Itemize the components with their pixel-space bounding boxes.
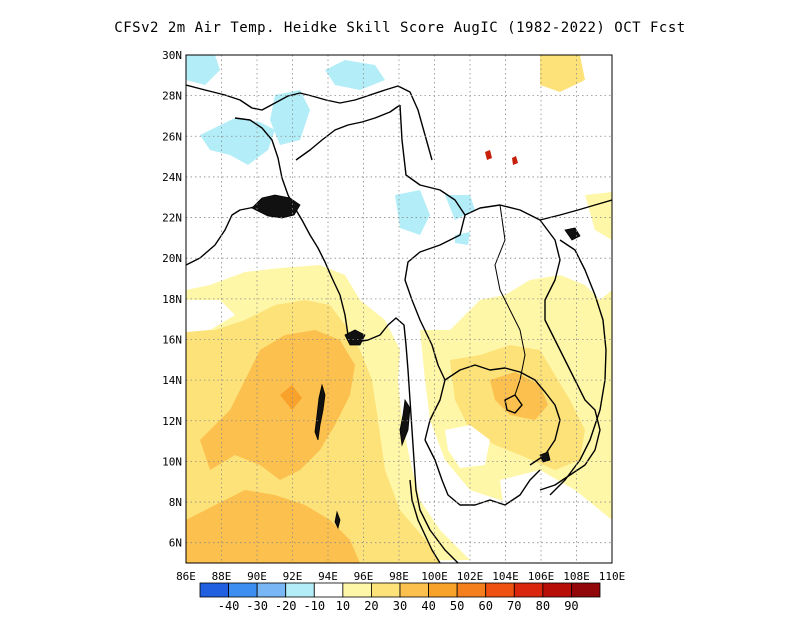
coast-gulf-thailand	[424, 439, 541, 506]
colorbar-swatch	[485, 582, 515, 598]
colorbar-swatch	[342, 582, 372, 598]
colorbar-label: 10	[336, 599, 350, 613]
lat-tick-label: 28N	[162, 90, 182, 103]
coast-vietnam	[549, 239, 607, 496]
lon-tick-label: 96E	[354, 570, 374, 583]
lat-tick-label: 8N	[169, 496, 182, 509]
nicobar-islands	[334, 510, 341, 530]
lat-tick-label: 6N	[169, 537, 182, 550]
lat-tick-label: 20N	[162, 252, 182, 265]
border-myanmar-west	[295, 104, 401, 161]
lat-tick-label: 16N	[162, 333, 182, 346]
colorbar-swatch	[456, 582, 487, 598]
lat-tick-label: 14N	[162, 374, 182, 387]
border-peninsula	[409, 479, 441, 563]
lat-tick-label: 26N	[162, 130, 182, 143]
river-mekong	[494, 204, 526, 396]
hainan-marker	[485, 150, 492, 160]
border-himalaya	[186, 84, 433, 161]
colorbar-label: -10	[303, 599, 325, 613]
colorbar-swatch	[371, 582, 401, 598]
colorbar-swatch	[199, 582, 229, 598]
skill-region-white-gap-3	[500, 470, 612, 563]
colorbar-swatch	[571, 582, 601, 598]
lat-tick-label: 18N	[162, 293, 182, 306]
colorbar-label: -30	[246, 599, 268, 613]
colorbar-label: -20	[275, 599, 297, 613]
andaman-islands	[314, 383, 326, 441]
lon-tick-label: 90E	[247, 570, 267, 583]
lon-tick-label: 106E	[528, 570, 555, 583]
coastline-india-bangladesh	[186, 199, 459, 563]
map-grid	[186, 55, 612, 563]
lon-tick-label: 94E	[318, 570, 338, 583]
ganges-delta	[251, 194, 301, 219]
skill-region-cyan-assam	[270, 90, 310, 145]
colorbar-swatch	[428, 582, 458, 598]
skill-region-cyan-bangladesh	[200, 118, 275, 165]
skill-region-yellow-east-top	[540, 55, 585, 92]
colorbar-swatch	[542, 582, 572, 598]
skill-region-orange-west	[200, 330, 355, 480]
skill-region-cyan-nw	[186, 55, 220, 85]
lat-tick-label: 24N	[162, 171, 182, 184]
border-china-vietnam	[539, 199, 612, 221]
lon-tick-label: 86E	[176, 570, 196, 583]
colorbar-label: 80	[536, 599, 550, 613]
skill-region-cyan-tibet	[325, 60, 385, 90]
border-bangladesh-inner	[234, 117, 297, 211]
colorbar-swatch	[399, 582, 429, 598]
skill-region-orange-south	[186, 490, 360, 563]
colorbar-labels: -40 -30 -20 -10 10 20 30 40 50 60 70 80 90	[218, 599, 579, 613]
skill-region-white-gap-2	[445, 425, 490, 468]
colorbar-label: 50	[450, 599, 464, 613]
mergui-archipelago	[399, 398, 411, 447]
lon-tick-label: 100E	[421, 570, 448, 583]
map-frame	[185, 54, 613, 564]
lon-tick-label: 108E	[563, 570, 590, 583]
skill-region-orange-gulf	[490, 372, 548, 420]
lat-tick-label: 30N	[162, 49, 182, 62]
lon-tick-label: 104E	[492, 570, 519, 583]
longitude-tick-labels: 86E 88E 90E 92E 94E 96E 98E 100E 102E 104E 106E 108…	[176, 570, 625, 583]
lon-tick-label: 102E	[457, 570, 484, 583]
skill-region-white-gap-1	[186, 300, 235, 332]
latitude-tick-labels: 30N 28N 26N 24N 22N 20N 18N 16N 14N 12N 10N 8N 6N	[162, 49, 182, 550]
colorbar-swatch	[228, 582, 258, 598]
lat-tick-label: 22N	[162, 212, 182, 225]
lon-tick-label: 110E	[599, 570, 626, 583]
border-myanmar-east	[399, 104, 466, 441]
lat-tick-label: 12N	[162, 415, 182, 428]
colorbar-label: -40	[218, 599, 240, 613]
colorbar-label: 40	[421, 599, 435, 613]
colorbar-label: 90	[564, 599, 578, 613]
country-boundaries	[186, 84, 612, 563]
colorbar-swatch	[256, 582, 287, 598]
hainan-marker-2	[512, 156, 518, 165]
irrawaddy-delta	[344, 329, 366, 346]
colorbar-label: 60	[478, 599, 492, 613]
border-laos-vietnam	[464, 204, 601, 491]
colorbar-swatch	[313, 582, 344, 598]
colorbar-swatch	[285, 582, 315, 598]
lon-tick-label: 92E	[283, 570, 303, 583]
skill-region-cyan-myanmar-east	[395, 190, 430, 235]
cambodia-coast-islands	[539, 451, 551, 463]
map-title: CFSv2 2m Air Temp. Heidke Skill Score Au…	[114, 20, 686, 36]
colorbar-swatch	[513, 582, 544, 598]
colorbar-label: 20	[364, 599, 378, 613]
lon-tick-label: 98E	[389, 570, 409, 583]
lat-tick-label: 10N	[162, 455, 182, 468]
border-thailand-cambodia	[444, 364, 561, 466]
lon-tick-label: 88E	[212, 570, 232, 583]
skill-region-yellow-east-top2	[585, 192, 612, 240]
colorbar-label: 30	[393, 599, 407, 613]
skill-region-deep-orange-core	[280, 385, 302, 410]
lake-tonle-sap	[504, 394, 523, 414]
colorbar-label: 70	[507, 599, 521, 613]
negative-skill-shading	[186, 55, 475, 245]
colorbar	[199, 582, 601, 598]
